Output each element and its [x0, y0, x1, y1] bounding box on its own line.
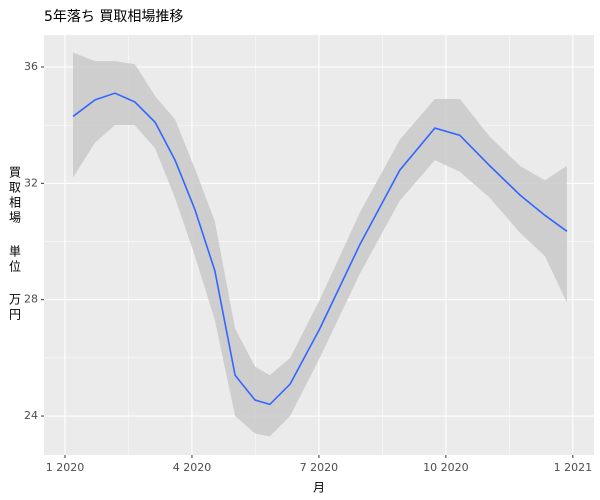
y-axis-title: 万円	[8, 293, 22, 323]
y-tick-label: 36	[24, 60, 38, 73]
x-tick-label: 1 2021	[554, 461, 593, 474]
y-axis-title: 単位	[8, 245, 22, 275]
x-tick-label: 10 2020	[423, 461, 469, 474]
confidence-band	[73, 52, 567, 437]
x-tick-label: 4 2020	[173, 461, 212, 474]
smooth-line	[72, 92, 568, 406]
y-tick-label: 28	[24, 293, 38, 306]
x-tick-label: 7 2020	[300, 461, 339, 474]
y-tick-label: 32	[24, 176, 38, 189]
chart-title: 5年落ち 買取相場推移	[44, 9, 183, 25]
y-tick-label: 24	[24, 409, 38, 422]
x-tick-label: 1 2020	[46, 461, 85, 474]
x-axis-title: 月	[313, 481, 325, 495]
y-axis-title: 買取相場	[8, 166, 22, 226]
